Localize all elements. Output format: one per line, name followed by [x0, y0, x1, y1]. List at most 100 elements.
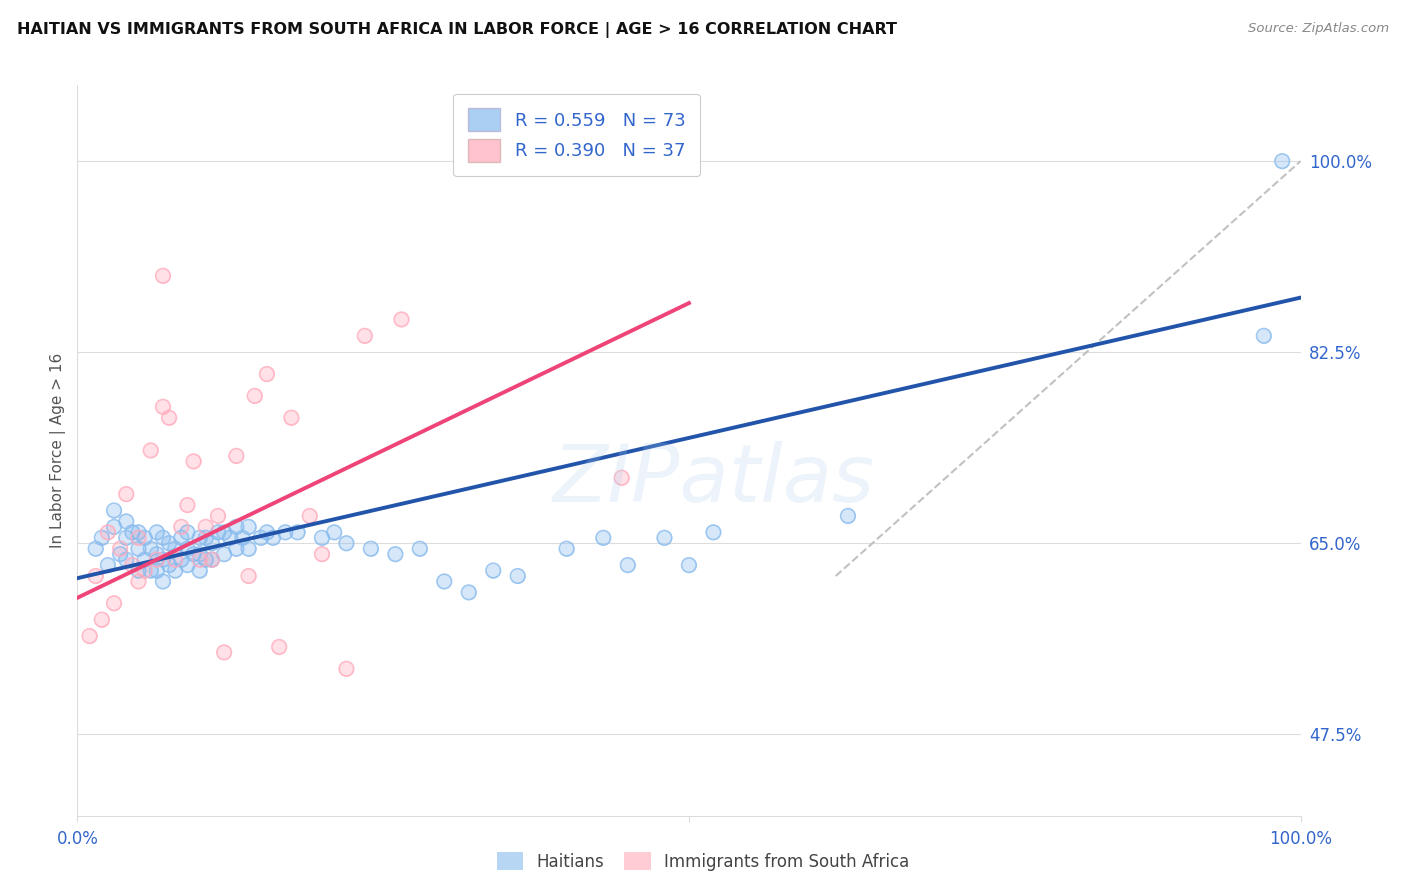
Point	[212, 547, 235, 561]
Point	[139, 564, 162, 578]
Point	[617, 558, 640, 573]
Point	[702, 525, 724, 540]
Point	[188, 531, 211, 545]
Point	[188, 552, 211, 566]
Text: Source: ZipAtlas.com: Source: ZipAtlas.com	[1249, 22, 1389, 36]
Point	[157, 410, 180, 425]
Point	[654, 531, 676, 545]
Point	[287, 525, 309, 540]
Point	[183, 454, 205, 468]
Point	[121, 558, 143, 573]
Point	[256, 525, 278, 540]
Point	[103, 596, 125, 610]
Point	[152, 574, 174, 589]
Point	[207, 508, 229, 523]
Point	[146, 547, 169, 561]
Point	[146, 525, 169, 540]
Point	[1271, 154, 1294, 169]
Point	[170, 531, 193, 545]
Point	[837, 508, 859, 523]
Point	[176, 525, 198, 540]
Point	[134, 564, 156, 578]
Point	[79, 629, 101, 643]
Point	[238, 569, 260, 583]
Point	[335, 536, 357, 550]
Point	[238, 520, 260, 534]
Point	[225, 541, 247, 556]
Point	[90, 531, 112, 545]
Point	[201, 536, 224, 550]
Point	[207, 525, 229, 540]
Point	[176, 498, 198, 512]
Point	[90, 613, 112, 627]
Point	[262, 531, 284, 545]
Point	[274, 525, 297, 540]
Point	[311, 547, 333, 561]
Point	[353, 328, 375, 343]
Point	[121, 558, 143, 573]
Point	[170, 552, 193, 566]
Point	[1253, 328, 1275, 343]
Point	[139, 443, 162, 458]
Point	[139, 564, 162, 578]
Point	[231, 531, 253, 545]
Point	[194, 552, 217, 566]
Point	[592, 531, 614, 545]
Point	[678, 558, 700, 573]
Point	[115, 531, 138, 545]
Point	[115, 515, 138, 529]
Point	[152, 552, 174, 566]
Point	[127, 541, 149, 556]
Point	[84, 569, 107, 583]
Point	[134, 552, 156, 566]
Point	[433, 574, 456, 589]
Point	[103, 503, 125, 517]
Point	[457, 585, 479, 599]
Point	[678, 558, 700, 573]
Point	[360, 541, 382, 556]
Point	[127, 541, 149, 556]
Point	[262, 531, 284, 545]
Point	[152, 552, 174, 566]
Point	[409, 541, 432, 556]
Point	[610, 471, 633, 485]
Point	[170, 520, 193, 534]
Point	[212, 547, 235, 561]
Point	[152, 531, 174, 545]
Point	[617, 558, 640, 573]
Point	[165, 541, 187, 556]
Point	[311, 547, 333, 561]
Point	[274, 525, 297, 540]
Point	[152, 574, 174, 589]
Point	[194, 531, 217, 545]
Point	[457, 585, 479, 599]
Point	[152, 531, 174, 545]
Point	[165, 564, 187, 578]
Point	[201, 552, 224, 566]
Point	[97, 558, 120, 573]
Point	[103, 520, 125, 534]
Point	[115, 531, 138, 545]
Point	[157, 536, 180, 550]
Point	[1271, 154, 1294, 169]
Point	[506, 569, 529, 583]
Point	[97, 558, 120, 573]
Point	[280, 410, 302, 425]
Point	[201, 552, 224, 566]
Point	[146, 525, 169, 540]
Point	[176, 541, 198, 556]
Point	[121, 525, 143, 540]
Point	[157, 410, 180, 425]
Point	[298, 508, 321, 523]
Point	[103, 596, 125, 610]
Point	[176, 498, 198, 512]
Point	[157, 558, 180, 573]
Point	[391, 312, 413, 326]
Point	[152, 268, 174, 283]
Point	[225, 520, 247, 534]
Point	[194, 520, 217, 534]
Point	[250, 531, 273, 545]
Point	[219, 531, 242, 545]
Point	[127, 531, 149, 545]
Point	[170, 531, 193, 545]
